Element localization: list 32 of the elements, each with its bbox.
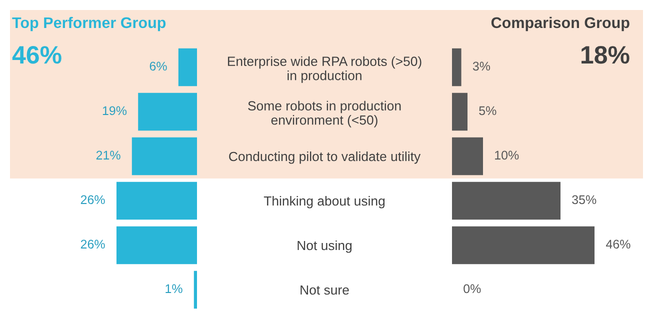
y-tick-label: Enterprise wide RPA robots (>50) in production — [228, 56, 422, 83]
bar — [452, 182, 560, 220]
data-label: 19% — [102, 106, 127, 116]
bar — [138, 92, 197, 131]
data-label: 5% — [479, 106, 496, 116]
bar — [452, 48, 462, 86]
bar — [116, 182, 197, 220]
data-label: 1% — [166, 284, 182, 294]
bar — [116, 226, 197, 264]
y-tick-label: Not using — [298, 240, 352, 253]
y-tick-label: Not sure — [300, 285, 349, 295]
data-label: 6% — [150, 62, 167, 71]
y-tick-label: Some robots in production environment (<50) — [248, 100, 401, 128]
data-label: 35% — [572, 195, 596, 204]
chart-subtitle: 46% — [12, 46, 62, 64]
chart-title: Top Performer Group — [12, 16, 166, 32]
y-tick-label: Conducting pilot to validate utility — [229, 151, 421, 164]
data-label: 21% — [96, 150, 120, 160]
data-label: 0% — [464, 284, 481, 294]
chart-subtitle: 18% — [582, 46, 630, 64]
bar — [178, 48, 197, 86]
data-label: 10% — [495, 150, 519, 160]
bar — [452, 137, 483, 176]
data-label: 46% — [606, 240, 630, 249]
bar — [132, 137, 197, 176]
y-tick-label: Thinking about using — [264, 196, 385, 208]
data-label: 3% — [472, 62, 490, 71]
data-label: 26% — [80, 240, 105, 249]
chart-title: Comparison Group — [491, 16, 630, 32]
bar — [452, 92, 468, 131]
bar — [452, 226, 595, 264]
data-label: 26% — [80, 195, 105, 204]
